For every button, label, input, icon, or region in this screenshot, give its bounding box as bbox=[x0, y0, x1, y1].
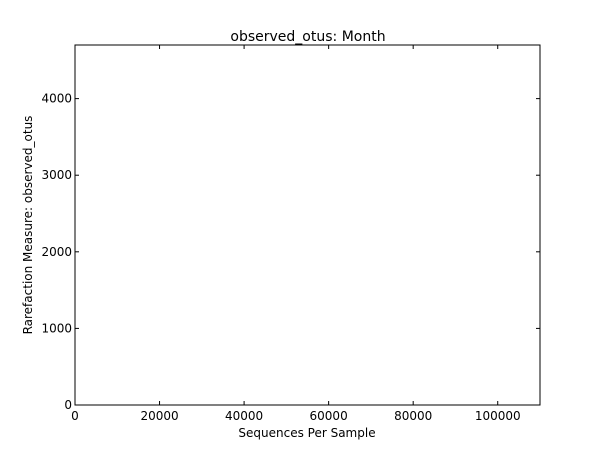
y-tick-label: 0 bbox=[64, 398, 72, 412]
chart-title: observed_otus: Month bbox=[230, 29, 385, 45]
x-tick-label: 20000 bbox=[140, 409, 178, 423]
y-axis-label: Rarefaction Measure: observed_otus bbox=[21, 116, 35, 335]
x-tick-label: 100000 bbox=[475, 409, 521, 423]
y-tick-label: 3000 bbox=[41, 168, 72, 182]
y-tick-label: 2000 bbox=[41, 245, 72, 259]
plot-area-frame bbox=[74, 44, 541, 406]
x-tick-label: 60000 bbox=[310, 409, 348, 423]
y-tick-label: 4000 bbox=[41, 92, 72, 106]
y-tick-label: 1000 bbox=[41, 321, 72, 335]
x-axis-ticks: 0 20000 40000 60000 80000 100000 bbox=[71, 45, 521, 423]
x-tick-label: 0 bbox=[71, 409, 79, 423]
x-tick-label: 40000 bbox=[225, 409, 263, 423]
y-axis-ticks: 0 1000 2000 3000 4000 bbox=[41, 92, 540, 412]
x-axis-label: Sequences Per Sample bbox=[238, 426, 375, 440]
x-tick-label: 80000 bbox=[394, 409, 432, 423]
